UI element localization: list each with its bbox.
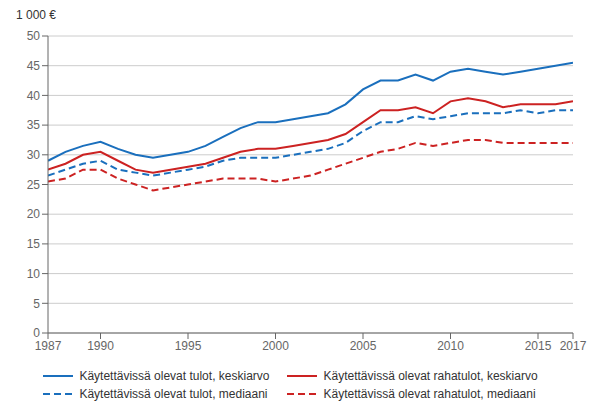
- svg-text:2017: 2017: [560, 339, 587, 353]
- svg-text:1987: 1987: [35, 339, 62, 353]
- svg-text:15: 15: [27, 237, 41, 251]
- svg-text:25: 25: [27, 178, 41, 192]
- svg-text:5: 5: [33, 297, 40, 311]
- svg-text:35: 35: [27, 118, 41, 132]
- svg-text:20: 20: [27, 207, 41, 221]
- html-text:1 000 €: 1 000 €: [16, 8, 56, 22]
- svg-text:1990: 1990: [87, 339, 114, 353]
- html-text:Käytettävissä olevat tulot, ke: Käytettävissä olevat tulot, keskiarvo: [79, 369, 270, 383]
- svg-text:2005: 2005: [350, 339, 377, 353]
- svg-text:2015: 2015: [525, 339, 552, 353]
- svg-text:10: 10: [27, 267, 41, 281]
- svg-text:40: 40: [27, 89, 41, 103]
- svg-text:45: 45: [27, 59, 41, 73]
- svg-text:0: 0: [33, 326, 40, 340]
- html-text:Käytettävissä olevat tulot, me: Käytettävissä olevat tulot, mediaani: [79, 387, 268, 401]
- svg-text:30: 30: [27, 148, 41, 162]
- svg-text:2010: 2010: [437, 339, 464, 353]
- svg-text:2000: 2000: [262, 339, 289, 353]
- html-text:Käytettävissä olevat rahatulot: Käytettävissä olevat rahatulot, mediaani: [323, 387, 536, 401]
- svg-text:50: 50: [27, 29, 41, 43]
- svg-text:1995: 1995: [175, 339, 202, 353]
- html-text:Käytettävissä olevat rahatulot: Käytettävissä olevat rahatulot, keskiarv…: [323, 369, 538, 383]
